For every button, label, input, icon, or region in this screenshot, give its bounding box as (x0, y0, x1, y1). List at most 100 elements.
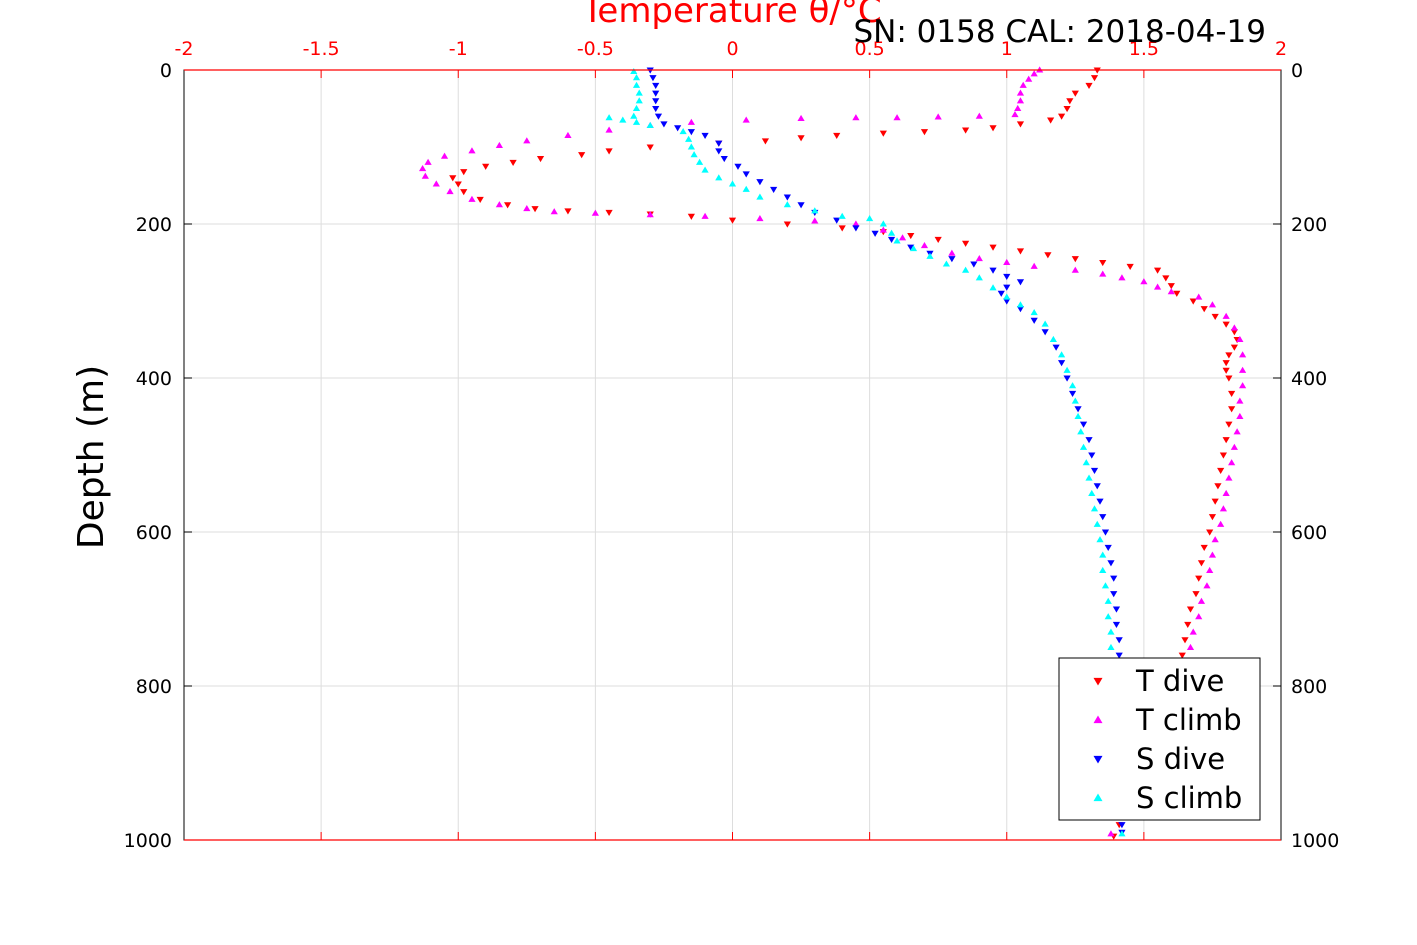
data-point (630, 112, 638, 119)
data-point (687, 118, 695, 125)
data-point (578, 152, 586, 159)
data-point (605, 126, 613, 133)
data-point (1025, 75, 1033, 82)
data-point (720, 156, 728, 163)
data-point (654, 113, 663, 120)
data-point (1112, 606, 1121, 613)
data-point (1104, 613, 1112, 620)
legend-marker (1093, 715, 1103, 724)
data-point (1126, 263, 1134, 270)
data-point (1058, 113, 1066, 120)
data-point (564, 131, 572, 138)
data-point (797, 114, 805, 122)
x-tick-label: -0.5 (577, 38, 614, 60)
data-point (1096, 536, 1104, 543)
data-point (715, 140, 723, 147)
data-point (852, 114, 860, 121)
y-tick-label-right: 200 (1291, 214, 1327, 236)
data-point (1233, 428, 1241, 435)
x-tick-label: -2 (175, 38, 194, 60)
data-point (1047, 117, 1055, 124)
x-tick-label: 0 (726, 38, 738, 60)
data-point (989, 267, 997, 274)
data-point (1071, 256, 1079, 263)
data-point (1030, 308, 1038, 316)
data-point (989, 244, 997, 251)
data-point (1079, 443, 1088, 450)
data-point (432, 180, 440, 187)
y-tick-label-left: 200 (136, 214, 172, 236)
data-point (920, 241, 929, 249)
data-point (1222, 489, 1230, 497)
data-point (1044, 252, 1052, 259)
data-point (1206, 566, 1214, 574)
data-point (460, 169, 468, 176)
data-point (1222, 367, 1230, 374)
data-point (934, 113, 942, 120)
data-point (1071, 90, 1079, 97)
data-point (482, 163, 490, 170)
data-point (652, 105, 660, 113)
data-point (1090, 467, 1099, 474)
data-point (1011, 111, 1019, 118)
data-point (1099, 514, 1107, 521)
data-point (852, 225, 860, 232)
data-point (1236, 412, 1244, 420)
y-tick-label-right: 600 (1291, 522, 1327, 544)
data-point (1236, 335, 1244, 343)
x-tick-label: -1.5 (303, 38, 340, 60)
data-point (523, 205, 531, 212)
y-tick-label-right: 0 (1291, 60, 1303, 82)
y-tick-label-right: 800 (1291, 676, 1327, 698)
data-point (440, 152, 449, 159)
data-point (907, 244, 915, 251)
data-point (838, 225, 846, 232)
data-point (1052, 344, 1060, 351)
y-tick-label-left: 800 (136, 676, 172, 698)
data-point (1016, 248, 1025, 255)
data-point (1074, 412, 1082, 420)
y-tick-label-left: 400 (136, 368, 172, 390)
data-point (1104, 544, 1112, 551)
data-point (446, 188, 454, 195)
data-point (1167, 288, 1175, 295)
data-point (495, 201, 503, 208)
data-point (536, 156, 545, 163)
data-point (1063, 366, 1071, 373)
data-point (975, 112, 983, 119)
data-point (1230, 329, 1238, 336)
data-point (1101, 582, 1110, 589)
data-point (1222, 312, 1230, 319)
data-point (1217, 467, 1225, 474)
x-tick-label: 1.5 (1129, 38, 1159, 60)
data-point (1217, 520, 1225, 527)
data-point (1107, 643, 1115, 651)
data-point (605, 209, 613, 217)
data-point (1030, 262, 1038, 269)
data-point (734, 163, 742, 170)
data-point (418, 164, 427, 172)
data-point (742, 171, 750, 178)
data-point (942, 260, 951, 267)
data-point (783, 194, 791, 201)
data-point (1192, 591, 1200, 598)
data-point (1200, 306, 1208, 313)
data-point (1058, 351, 1066, 358)
data-point (871, 230, 879, 237)
data-point (879, 226, 887, 233)
data-point (838, 212, 846, 219)
y-tick-label-left: 0 (160, 60, 172, 82)
data-point (1195, 575, 1203, 582)
data-point (1167, 283, 1175, 290)
data-point (1030, 70, 1038, 77)
data-point (1230, 443, 1238, 450)
data-point (989, 284, 997, 291)
data-point (797, 135, 805, 142)
data-point (632, 81, 641, 88)
data-point (1206, 529, 1214, 536)
data-point (1066, 98, 1074, 105)
data-point (523, 137, 531, 144)
data-point (1200, 544, 1208, 551)
data-point (701, 212, 709, 219)
